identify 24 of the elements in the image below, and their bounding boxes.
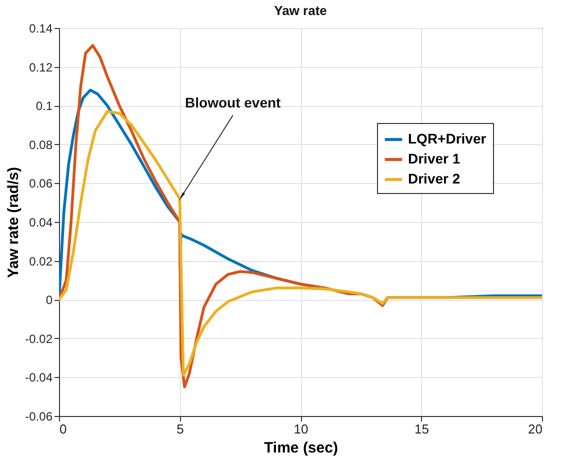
x-tick-label: 20: [528, 422, 542, 436]
x-axis-title: Time (sec): [264, 440, 338, 456]
y-tick-label: -0.06: [25, 410, 53, 424]
y-tick-label: -0.02: [25, 332, 53, 346]
y-tick-label: 0.04: [29, 216, 53, 230]
y-tick-label: 0.14: [29, 22, 53, 36]
y-tick-label: 0.02: [29, 254, 53, 268]
legend-label: Driver 2: [408, 170, 460, 186]
y-tick-label: 0: [46, 293, 53, 308]
y-tick-label: 0.1: [36, 99, 53, 114]
x-tick-label: 10: [294, 422, 308, 436]
x-tick-label: 0: [60, 422, 67, 436]
x-tick-label: 5: [176, 422, 184, 436]
y-tick-label: 0.12: [29, 60, 53, 74]
y-tick-label: 0.08: [29, 138, 53, 152]
annotation: Blowout event: [185, 94, 282, 111]
line-series: [59, 110, 542, 377]
y-tick-label: 0.06: [29, 176, 53, 191]
x-tick-label: 15: [414, 422, 429, 436]
y-axis-title: Yaw rate (rad/s): [5, 167, 22, 278]
chart-title: Yaw rate: [274, 3, 327, 18]
legend-label: LQR+Driver: [408, 130, 487, 146]
y-tick-label: -0.04: [25, 370, 53, 385]
legend-label: Driver 1: [408, 150, 460, 166]
